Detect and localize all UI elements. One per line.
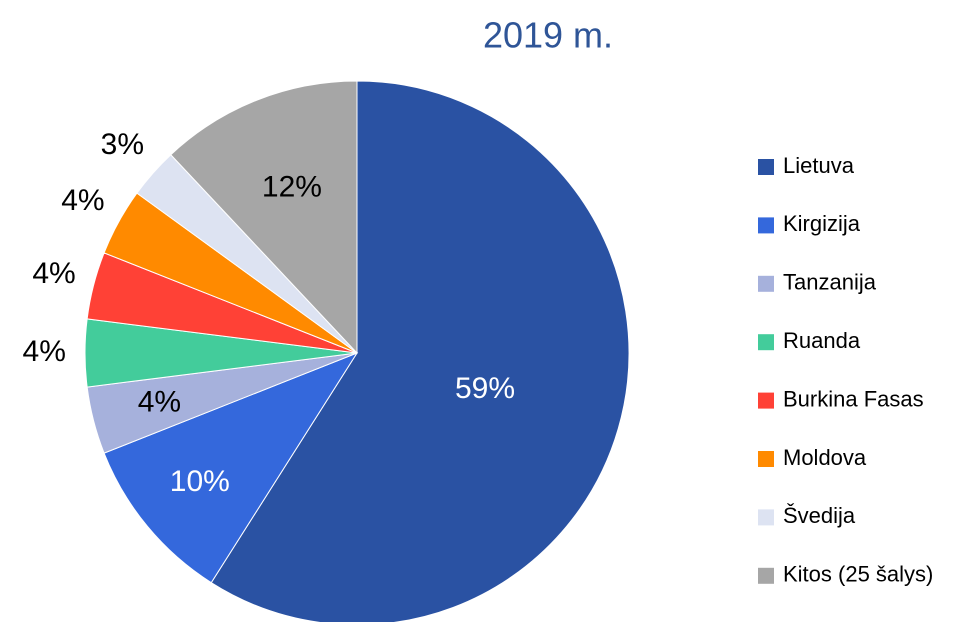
data-label: 4% — [23, 335, 66, 368]
legend-swatch — [758, 334, 774, 351]
legend-swatch — [758, 451, 774, 467]
legend-label: Kitos (25 šalys) — [783, 562, 933, 587]
data-label: 4% — [61, 184, 104, 217]
legend-label: Švedija — [783, 503, 856, 528]
data-label: 4% — [32, 257, 75, 290]
legend-label: Tanzanija — [783, 270, 877, 295]
data-label: 3% — [101, 128, 144, 161]
chart-title: 2019 m. — [483, 15, 613, 56]
data-label: 10% — [170, 465, 230, 498]
legend-swatch — [758, 567, 774, 584]
data-label: 12% — [262, 171, 322, 204]
pie-slice — [103, 351, 359, 584]
legend-swatch — [758, 217, 774, 234]
legend-swatch — [758, 392, 774, 409]
legend-label: Kirgizija — [783, 211, 861, 236]
legend-label: Burkina Fasas — [783, 386, 924, 411]
legend-label: Moldova — [783, 445, 867, 470]
legend-swatch — [758, 509, 774, 526]
legend-swatch — [758, 275, 774, 292]
pie-slice — [170, 80, 358, 355]
data-label: 59% — [455, 372, 515, 405]
data-label: 4% — [138, 386, 181, 419]
legend-label: Ruanda — [783, 328, 861, 353]
legend-swatch — [758, 159, 774, 175]
pie-slice — [210, 80, 630, 622]
legend-label: Lietuva — [783, 153, 855, 178]
